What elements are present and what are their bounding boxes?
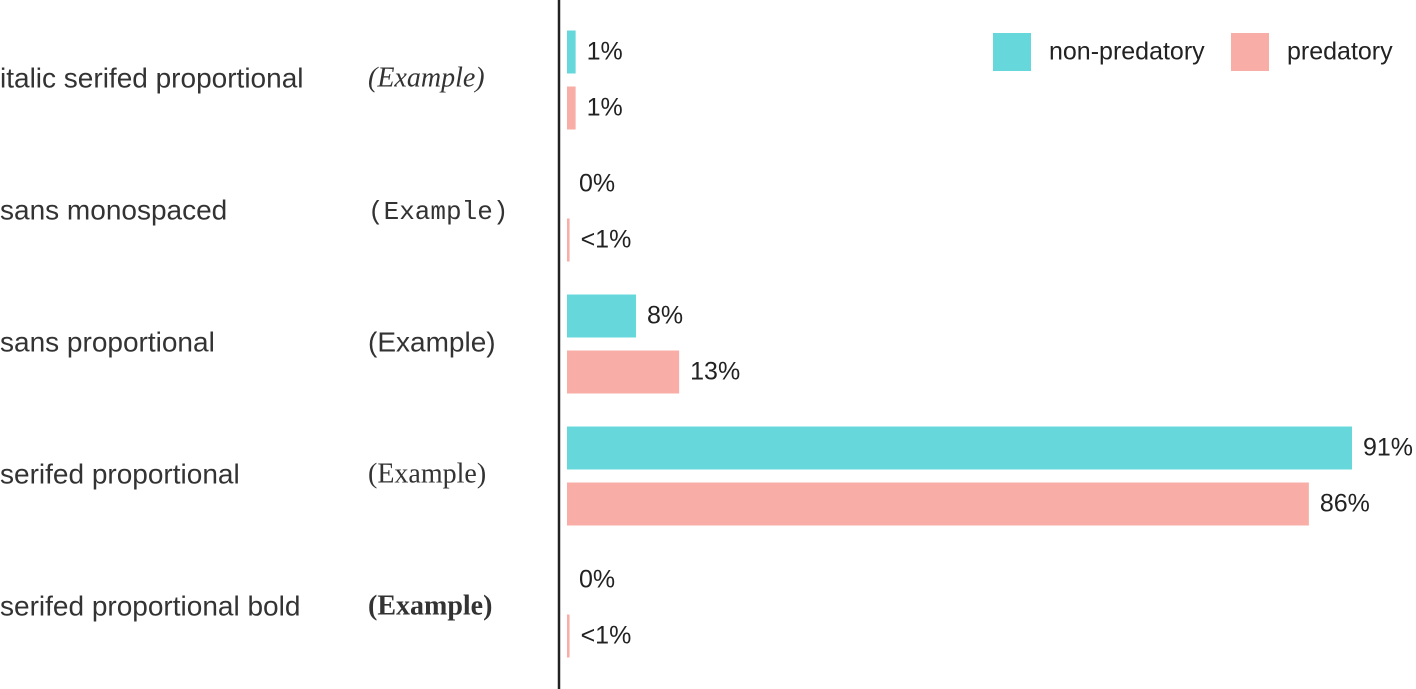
category-label: serifed proportional [0,458,240,489]
bar [567,30,576,74]
bar [567,482,1309,526]
legend-label: predatory [1287,38,1393,66]
value-label: 91% [1363,434,1413,462]
bar [567,86,576,130]
example-label: (Example) [368,458,486,489]
legend-label: non-predatory [1049,38,1205,66]
example-label: (Example) [368,326,496,357]
value-label: 8% [647,302,683,330]
value-label: 1% [587,38,623,66]
bar [567,614,570,658]
category-label: italic serifed proportional [0,62,304,93]
category-label: serifed proportional bold [0,590,300,621]
bar [567,350,680,394]
bar [567,218,570,262]
value-label: <1% [581,622,632,650]
value-label: <1% [581,226,632,254]
value-label: 0% [579,170,615,198]
example-label: (Example) [368,62,485,93]
value-label: 0% [579,566,615,594]
category-label: sans proportional [0,326,215,357]
bar [567,294,637,338]
example-label: (Example) [368,197,508,227]
value-label: 1% [587,94,623,122]
value-label: 13% [690,358,740,386]
category-label: sans monospaced [0,194,227,225]
value-label: 86% [1320,490,1370,518]
legend-swatch [993,33,1031,71]
example-label: (Example) [368,590,492,621]
legend-swatch [1231,33,1269,71]
bar [567,426,1352,470]
